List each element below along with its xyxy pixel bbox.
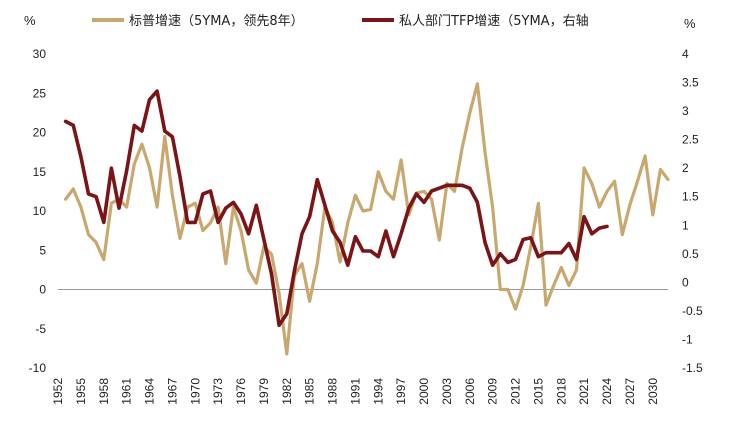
right-y-tick-label: 3.5 [682,76,699,90]
x-tick-label: 2015 [531,378,545,405]
x-tick-label: 1958 [97,378,111,405]
right-y-tick-label: 1 [682,218,689,232]
x-tick-label: 1979 [257,378,271,405]
left-y-tick-label: 10 [33,204,47,218]
x-tick-label: 2030 [646,378,660,405]
legend-label-sp500: 标普增速（5YMA，领先8年） [129,14,304,29]
x-tick-label: 2012 [509,378,523,405]
right-y-tick-label: 2.5 [682,133,699,147]
series-line-sp500 [63,82,670,356]
series-layer [63,82,670,356]
legend: 标普增速（5YMA，领先8年） 私人部门TFP增速（5YMA，右轴 [92,14,589,29]
x-tick-label: 1967 [165,378,179,405]
series-line-tfp [63,89,609,328]
right-y-tick-label: -1.5 [682,361,703,375]
x-tick-label: 1964 [143,378,157,405]
right-y-tick-label: 3 [682,104,689,118]
x-tick-label: 2006 [463,378,477,405]
x-tick-label: 2000 [417,378,431,405]
x-tick-label: 1988 [326,378,340,405]
left-y-tick-label: 25 [33,86,47,100]
x-tick-label: 2003 [440,378,454,405]
right-y-tick-label: 4 [682,47,689,61]
left-y-tick-label: 5 [39,243,46,257]
legend-label-tfp: 私人部门TFP增速（5YMA，右轴 [399,14,589,29]
x-tick-label: 1985 [303,378,317,405]
x-tick-label: 2021 [577,378,591,405]
left-y-tick-label: -5 [35,322,46,336]
x-tick-label: 2027 [623,378,637,405]
right-y-tick-label: 0.5 [682,247,699,261]
left-y-tick-label: 20 [33,126,47,140]
x-tick-label: 1982 [280,378,294,405]
right-axis-unit: % [684,16,696,31]
right-y-tick-label: 2 [682,161,689,175]
left-y-tick-label: -10 [29,361,47,375]
x-tick-label: 2024 [600,378,614,405]
x-tick-label: 2018 [554,378,568,405]
x-tick-label: 1976 [234,378,248,405]
x-tick-label: 1973 [211,378,225,405]
axes: 302520151050-5-1043.532.521.510.50-0.5-1… [29,47,703,405]
x-tick-label: 1952 [51,378,65,405]
x-tick-label: 1955 [74,378,88,405]
left-axis-unit: % [24,13,36,28]
left-y-tick-label: 30 [33,47,47,61]
right-y-tick-label: -0.5 [682,304,703,318]
right-y-tick-label: 0 [682,275,689,289]
x-tick-label: 1970 [188,378,202,405]
x-tick-label: 2009 [486,378,500,405]
x-tick-label: 1961 [120,378,134,405]
x-tick-label: 1994 [371,378,385,405]
left-y-tick-label: 15 [33,165,47,179]
right-y-tick-label: 1.5 [682,190,699,204]
left-y-tick-label: 0 [39,283,46,297]
x-tick-label: 1991 [348,378,362,405]
x-tick-label: 1997 [394,378,408,405]
right-y-tick-label: -1 [682,332,693,346]
